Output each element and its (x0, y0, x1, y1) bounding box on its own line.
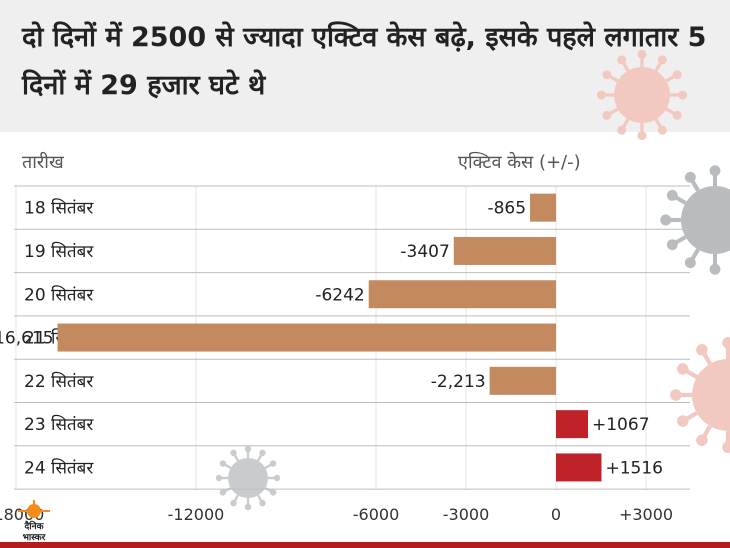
bar (453, 236, 556, 265)
virus-icon (660, 165, 730, 275)
tick-label: -3000 (443, 505, 490, 524)
tick-label: +3000 (619, 505, 673, 524)
value-label: +1516 (605, 458, 663, 478)
value-label: -2,213 (431, 372, 486, 392)
bar (530, 193, 556, 222)
date-column-header: तारीख (22, 152, 64, 173)
virus-icon (215, 445, 281, 511)
logo-line-1: दैनिक (23, 520, 44, 532)
value-label: -16,615 (0, 329, 54, 349)
footer-bar (0, 542, 730, 548)
chart-title: दो दिनों में 2500 से ज्यादा एक्टिव केस ब… (22, 22, 707, 101)
category-label: 22 सितंबर (24, 371, 94, 392)
value-label: +1067 (592, 415, 650, 435)
virus-icon (670, 337, 730, 453)
header-panel (0, 0, 730, 132)
logo-line-2: भास्कर (23, 533, 46, 542)
tick-label: 0 (551, 505, 561, 524)
bar (489, 366, 556, 395)
category-label: 18 सितंबर (24, 198, 94, 219)
bar (556, 453, 602, 482)
value-label: -865 (487, 199, 526, 219)
category-label: 23 सितंबर (24, 414, 94, 435)
virus-icon (596, 49, 688, 141)
bar (556, 410, 589, 439)
value-label: -3407 (400, 242, 449, 262)
category-label: 19 सितंबर (24, 241, 94, 262)
bar (57, 323, 557, 352)
bar (368, 280, 556, 309)
category-label: 20 सितंबर (24, 284, 94, 305)
value-label: -6242 (315, 285, 364, 305)
cases-column-header: एक्टिव केस (+/-) (458, 152, 581, 173)
tick-label: -12000 (168, 505, 225, 524)
tick-label: -6000 (353, 505, 400, 524)
category-label: 24 सितंबर (24, 457, 94, 478)
dainik-bhaskar-logo: दैनिक भास्कर (18, 500, 50, 542)
